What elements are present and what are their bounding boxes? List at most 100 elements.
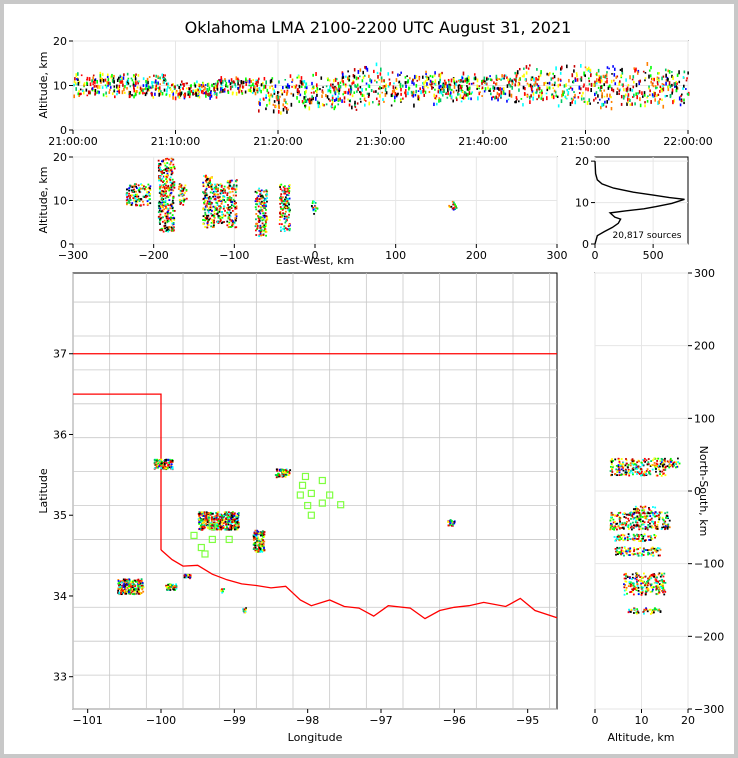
time-height-source	[287, 108, 289, 111]
north-south-source	[648, 549, 651, 551]
time-height-source	[163, 88, 166, 92]
east-west-source	[211, 218, 214, 221]
east-west-source	[254, 225, 257, 228]
time-height-source	[351, 82, 353, 85]
time-height-source	[622, 97, 625, 100]
east-west-source	[255, 218, 257, 221]
east-west-source	[259, 193, 261, 196]
time-height-source	[507, 98, 510, 101]
plan-view-source	[256, 529, 258, 532]
plan-view-source	[223, 526, 226, 528]
east-west-source	[229, 211, 232, 214]
east-west-source	[137, 184, 140, 187]
east-west-source	[223, 221, 226, 223]
north-south-source	[649, 591, 652, 593]
time-height-source	[285, 86, 288, 89]
time-height-source	[470, 92, 472, 95]
time-height-source	[80, 74, 83, 77]
time-height-source	[316, 87, 319, 90]
plan-view-source	[198, 511, 201, 514]
east-west-source	[165, 230, 167, 233]
plan-view-frame	[72, 272, 558, 710]
time-height-source	[472, 82, 475, 85]
time-height-source	[409, 77, 411, 80]
east-west-source	[157, 215, 160, 218]
north-south-source	[647, 582, 650, 585]
time-height-source	[452, 99, 454, 103]
east-west-source	[224, 209, 226, 212]
time-height-source	[399, 85, 402, 88]
time-height-source	[389, 82, 391, 85]
time-height-source	[119, 76, 122, 79]
east-west-source	[207, 209, 209, 211]
time-height-source	[276, 97, 279, 102]
time-height-source	[353, 91, 356, 94]
east-west-source	[209, 180, 211, 183]
time-height-source	[483, 76, 486, 81]
time-height-source	[128, 92, 130, 96]
time-height-source	[332, 86, 335, 90]
north-south-source	[622, 523, 625, 526]
east-west-source	[183, 199, 185, 202]
time-height-source	[207, 92, 209, 97]
east-west-source	[169, 176, 172, 179]
time-height-source	[657, 72, 659, 75]
time-height-source	[518, 88, 520, 92]
time-height-source	[342, 75, 345, 79]
east-west-source	[215, 185, 217, 188]
time-height-source	[330, 83, 332, 87]
east-west-source	[262, 218, 265, 221]
plan-view-source	[278, 474, 281, 476]
plan-view-source	[137, 588, 140, 591]
north-south-source	[638, 470, 641, 473]
north-south-source	[609, 470, 612, 472]
east-west-source	[169, 163, 172, 166]
north-south-source	[662, 461, 664, 464]
plan-view-source	[128, 591, 130, 593]
time-height-source	[332, 79, 335, 83]
east-west-source	[126, 198, 129, 201]
plan-view-source	[118, 586, 121, 589]
time-height-source	[476, 78, 479, 83]
east-west-source	[129, 185, 132, 188]
plan-view-source	[126, 579, 129, 581]
lma-station-1	[318, 476, 326, 485]
north-south-source	[632, 459, 635, 462]
plan-view-source	[174, 589, 177, 591]
east-west-source	[280, 202, 283, 204]
north-south-source	[636, 548, 638, 551]
time-height-source	[638, 90, 641, 94]
time-height-source	[511, 81, 514, 86]
time-height-source	[104, 78, 107, 82]
time-height-source	[608, 67, 610, 70]
plan-view-source	[132, 583, 135, 586]
time-height-source	[400, 98, 402, 101]
north-south-source	[646, 581, 649, 583]
east-west-source	[279, 210, 282, 213]
north-south-source	[649, 515, 652, 517]
north-south-source	[666, 526, 669, 529]
plan-view-source	[170, 460, 173, 463]
time-height-source	[439, 98, 442, 103]
time-height-source	[453, 84, 456, 89]
east-west-source	[285, 206, 288, 209]
time-height-source	[577, 96, 580, 99]
north-south-source	[631, 515, 634, 517]
time-height-source	[208, 86, 211, 91]
north-south-sources	[609, 457, 681, 615]
time-height-source	[546, 72, 549, 76]
east-west-source	[286, 200, 289, 203]
east-west-source	[452, 203, 455, 206]
time-height-source	[666, 95, 668, 97]
north-south-source	[629, 538, 631, 540]
east-west-source	[207, 207, 210, 210]
time-height-source	[644, 104, 646, 108]
time-height-source	[478, 91, 481, 96]
time-height-source	[277, 91, 279, 95]
time-height-source	[210, 90, 212, 92]
time-height-source	[489, 89, 491, 93]
time-height-source	[304, 104, 306, 107]
east-west-source	[171, 182, 174, 185]
plan-view-source	[224, 513, 227, 516]
north-south-source	[654, 524, 657, 527]
